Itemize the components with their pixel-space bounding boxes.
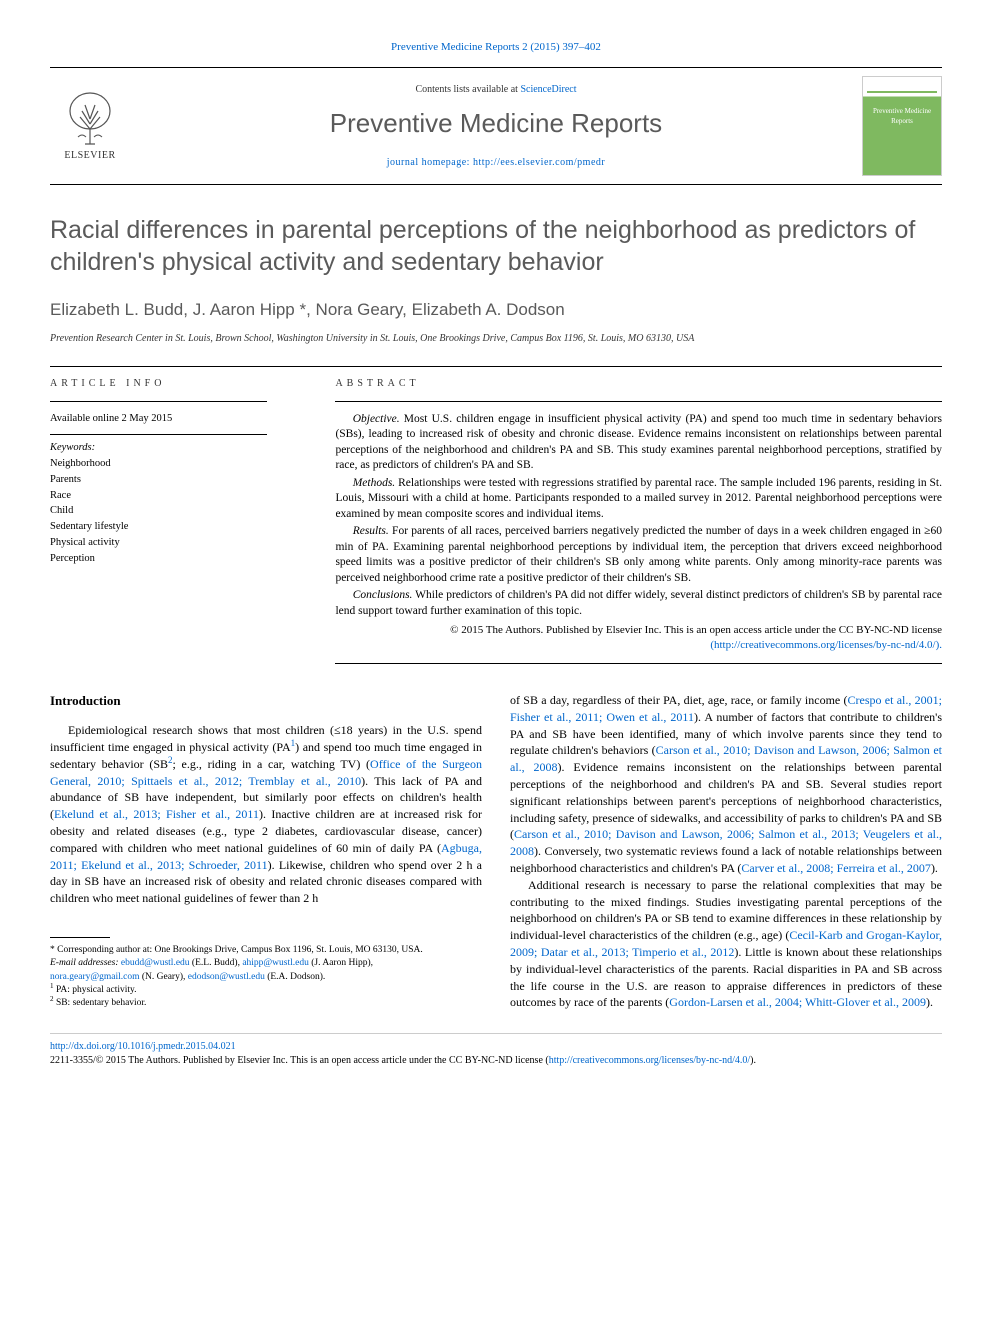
info-divider: [50, 401, 267, 402]
elsevier-logo[interactable]: ELSEVIER: [50, 89, 130, 163]
abstract-para-methods: Methods. Relationships were tested with …: [335, 476, 942, 523]
license-link[interactable]: http://creativecommons.org/licenses/by-n…: [549, 1055, 750, 1066]
contents-available: Contents lists available at ScienceDirec…: [140, 83, 852, 97]
abstract-heading: ABSTRACT: [335, 367, 942, 401]
article-info-heading: ARTICLE INFO: [50, 367, 305, 397]
keyword: Physical activity: [50, 535, 305, 551]
doi-link[interactable]: http://dx.doi.org/10.1016/j.pmedr.2015.0…: [50, 1041, 236, 1052]
journal-header: ELSEVIER Contents lists available at Sci…: [50, 67, 942, 185]
license-link[interactable]: (http://creativecommons.org/licenses/by-…: [710, 639, 942, 651]
keyword: Neighborhood: [50, 456, 305, 472]
abstract-divider: [335, 401, 942, 402]
citation-link[interactable]: Carver et al., 2008; Ferreira et al., 20…: [741, 861, 931, 875]
affiliation: Prevention Research Center in St. Louis,…: [50, 332, 942, 346]
journal-cover-thumbnail[interactable]: Preventive Medicine Reports: [862, 76, 942, 176]
corresponding-author-note: * Corresponding author at: One Brookings…: [50, 944, 482, 957]
abstract-divider: [335, 663, 942, 664]
elsevier-tree-icon: [60, 89, 120, 149]
abstract-copyright: © 2015 The Authors. Published by Elsevie…: [335, 623, 942, 653]
article-info-block: ARTICLE INFO Available online 2 May 2015…: [50, 367, 335, 664]
email-link[interactable]: ahipp@wustl.edu: [242, 958, 309, 968]
info-divider: [50, 434, 267, 435]
body-columns: Introduction Epidemiological research sh…: [50, 692, 942, 1011]
email-addresses: E-mail addresses: ebudd@wustl.edu (E.L. …: [50, 957, 482, 984]
sciencedirect-link[interactable]: ScienceDirect: [520, 84, 576, 95]
introduction-heading: Introduction: [50, 692, 482, 710]
journal-homepage-link[interactable]: journal homepage: http://ees.elsevier.co…: [140, 156, 852, 170]
authors-line: Elizabeth L. Budd, J. Aaron Hipp *, Nora…: [50, 298, 942, 322]
keyword: Child: [50, 503, 305, 519]
footnote-1: 1 PA: physical activity.: [50, 984, 482, 997]
abstract-block: ABSTRACT Objective. Most U.S. children e…: [335, 367, 942, 664]
email-link[interactable]: ebudd@wustl.edu: [121, 958, 190, 968]
journal-name: Preventive Medicine Reports: [140, 105, 852, 141]
citation-link[interactable]: Ekelund et al., 2013; Fisher et al., 201…: [54, 807, 259, 821]
abstract-para-results: Results. For parents of all races, perce…: [335, 524, 942, 586]
footnote-2: 2 SB: sedentary behavior.: [50, 997, 482, 1010]
abstract-para-objective: Objective. Most U.S. children engage in …: [335, 412, 942, 474]
body-para: of SB a day, regardless of their PA, die…: [510, 692, 942, 877]
footnote-separator: [50, 937, 110, 938]
keywords-list: Neighborhood Parents Race Child Sedentar…: [50, 456, 305, 566]
keyword: Sedentary lifestyle: [50, 519, 305, 535]
header-center: Contents lists available at ScienceDirec…: [130, 83, 862, 169]
body-para: Epidemiological research shows that most…: [50, 722, 482, 907]
abstract-para-conclusions: Conclusions. While predictors of childre…: [335, 588, 942, 619]
column-right: of SB a day, regardless of their PA, die…: [510, 692, 942, 1011]
keyword: Parents: [50, 472, 305, 488]
info-abstract-row: ARTICLE INFO Available online 2 May 2015…: [50, 366, 942, 664]
journal-reference[interactable]: Preventive Medicine Reports 2 (2015) 397…: [50, 40, 942, 55]
citation-link[interactable]: Gordon-Larsen et al., 2004; Whitt-Glover…: [669, 995, 926, 1009]
elsevier-name: ELSEVIER: [64, 149, 115, 163]
page-footer: http://dx.doi.org/10.1016/j.pmedr.2015.0…: [50, 1033, 942, 1068]
column-left: Introduction Epidemiological research sh…: [50, 692, 482, 1011]
article-title: Racial differences in parental perceptio…: [50, 215, 942, 278]
email-link[interactable]: edodson@wustl.edu: [188, 972, 265, 982]
footnotes: * Corresponding author at: One Brookings…: [50, 944, 482, 1010]
email-link[interactable]: nora.geary@gmail.com: [50, 972, 139, 982]
available-online-date: Available online 2 May 2015: [50, 408, 305, 431]
keywords-label: Keywords:: [50, 441, 305, 456]
keyword: Perception: [50, 551, 305, 567]
body-para: Additional research is necessary to pars…: [510, 877, 942, 1011]
keyword: Race: [50, 488, 305, 504]
